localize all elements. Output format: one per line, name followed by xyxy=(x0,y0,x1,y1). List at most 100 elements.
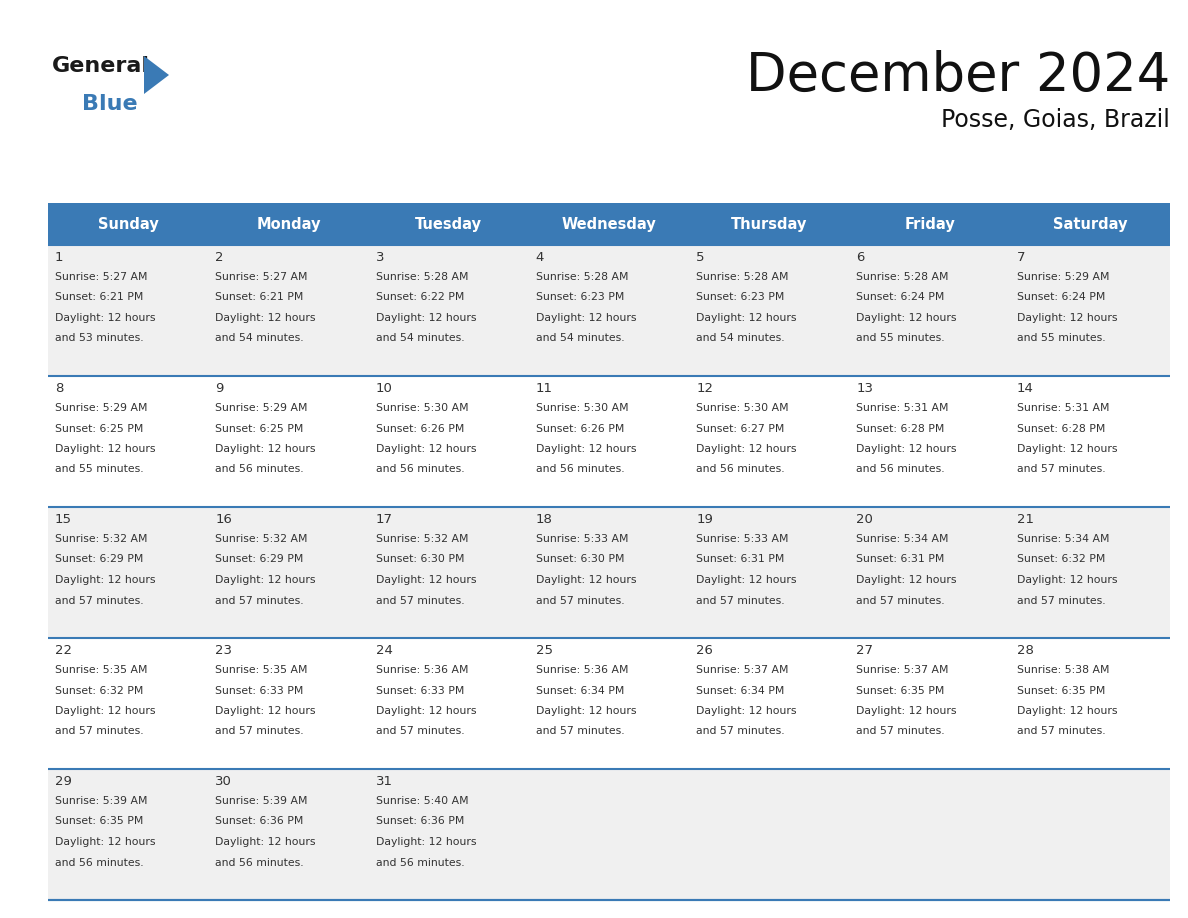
Text: 11: 11 xyxy=(536,382,552,395)
Bar xyxy=(689,507,849,638)
Text: Tuesday: Tuesday xyxy=(416,217,482,231)
Bar xyxy=(208,769,368,900)
Text: Sunrise: 5:35 AM: Sunrise: 5:35 AM xyxy=(55,665,147,675)
Text: Sunrise: 5:39 AM: Sunrise: 5:39 AM xyxy=(55,796,147,806)
Bar xyxy=(689,203,849,245)
Bar xyxy=(689,638,849,769)
Text: Sunrise: 5:32 AM: Sunrise: 5:32 AM xyxy=(375,534,468,544)
Text: Sunset: 6:31 PM: Sunset: 6:31 PM xyxy=(696,554,784,565)
Bar xyxy=(529,507,689,638)
Text: Sunrise: 5:29 AM: Sunrise: 5:29 AM xyxy=(1017,272,1110,282)
Text: and 56 minutes.: and 56 minutes. xyxy=(375,465,465,475)
Text: and 57 minutes.: and 57 minutes. xyxy=(55,726,144,736)
Bar xyxy=(368,507,529,638)
Text: Sunrise: 5:28 AM: Sunrise: 5:28 AM xyxy=(536,272,628,282)
Text: Sunrise: 5:40 AM: Sunrise: 5:40 AM xyxy=(375,796,468,806)
Text: Daylight: 12 hours: Daylight: 12 hours xyxy=(696,313,797,323)
Text: and 56 minutes.: and 56 minutes. xyxy=(215,857,304,868)
Text: Sunrise: 5:30 AM: Sunrise: 5:30 AM xyxy=(375,403,468,413)
Text: Daylight: 12 hours: Daylight: 12 hours xyxy=(536,575,637,585)
Bar xyxy=(849,638,1010,769)
Bar xyxy=(208,203,368,245)
Bar xyxy=(208,376,368,507)
Text: Sunrise: 5:29 AM: Sunrise: 5:29 AM xyxy=(215,403,308,413)
Text: 8: 8 xyxy=(55,382,63,395)
Bar xyxy=(208,507,368,638)
Text: 3: 3 xyxy=(375,251,384,264)
Bar xyxy=(529,638,689,769)
Text: and 57 minutes.: and 57 minutes. xyxy=(1017,596,1105,606)
Bar xyxy=(529,203,689,245)
Text: Sunset: 6:35 PM: Sunset: 6:35 PM xyxy=(1017,686,1105,696)
Text: 25: 25 xyxy=(536,644,552,657)
Text: Daylight: 12 hours: Daylight: 12 hours xyxy=(55,313,156,323)
Text: and 56 minutes.: and 56 minutes. xyxy=(55,857,144,868)
Text: Sunrise: 5:30 AM: Sunrise: 5:30 AM xyxy=(536,403,628,413)
Text: 12: 12 xyxy=(696,382,713,395)
Text: Sunrise: 5:35 AM: Sunrise: 5:35 AM xyxy=(215,665,308,675)
Text: Sunrise: 5:32 AM: Sunrise: 5:32 AM xyxy=(55,534,147,544)
Text: and 57 minutes.: and 57 minutes. xyxy=(1017,726,1105,736)
Text: and 57 minutes.: and 57 minutes. xyxy=(55,596,144,606)
Text: and 57 minutes.: and 57 minutes. xyxy=(536,596,625,606)
Bar xyxy=(368,638,529,769)
Text: Sunday: Sunday xyxy=(97,217,158,231)
Text: Sunset: 6:33 PM: Sunset: 6:33 PM xyxy=(375,686,465,696)
Text: Friday: Friday xyxy=(904,217,955,231)
Bar xyxy=(689,769,849,900)
Text: Daylight: 12 hours: Daylight: 12 hours xyxy=(375,313,476,323)
Text: 22: 22 xyxy=(55,644,72,657)
Text: Sunrise: 5:36 AM: Sunrise: 5:36 AM xyxy=(536,665,628,675)
Text: and 57 minutes.: and 57 minutes. xyxy=(857,596,944,606)
Bar xyxy=(1010,245,1170,376)
Text: Sunset: 6:21 PM: Sunset: 6:21 PM xyxy=(215,293,304,303)
Text: Sunset: 6:27 PM: Sunset: 6:27 PM xyxy=(696,423,784,433)
Text: Daylight: 12 hours: Daylight: 12 hours xyxy=(55,706,156,716)
Text: Sunset: 6:29 PM: Sunset: 6:29 PM xyxy=(215,554,304,565)
Text: 4: 4 xyxy=(536,251,544,264)
Text: Sunset: 6:26 PM: Sunset: 6:26 PM xyxy=(375,423,465,433)
Text: and 57 minutes.: and 57 minutes. xyxy=(375,596,465,606)
Text: Daylight: 12 hours: Daylight: 12 hours xyxy=(375,575,476,585)
Text: and 57 minutes.: and 57 minutes. xyxy=(696,726,785,736)
Text: 31: 31 xyxy=(375,775,392,788)
Text: Daylight: 12 hours: Daylight: 12 hours xyxy=(375,444,476,454)
Text: Daylight: 12 hours: Daylight: 12 hours xyxy=(215,575,316,585)
Bar xyxy=(1010,376,1170,507)
Text: Daylight: 12 hours: Daylight: 12 hours xyxy=(857,444,956,454)
Text: 24: 24 xyxy=(375,644,392,657)
Text: and 53 minutes.: and 53 minutes. xyxy=(55,333,144,343)
Text: Sunset: 6:36 PM: Sunset: 6:36 PM xyxy=(215,816,304,826)
Text: 27: 27 xyxy=(857,644,873,657)
Text: 23: 23 xyxy=(215,644,233,657)
Bar xyxy=(368,376,529,507)
Bar xyxy=(368,203,529,245)
Text: Daylight: 12 hours: Daylight: 12 hours xyxy=(375,706,476,716)
Text: and 54 minutes.: and 54 minutes. xyxy=(696,333,785,343)
Text: 1: 1 xyxy=(55,251,63,264)
Text: Daylight: 12 hours: Daylight: 12 hours xyxy=(215,313,316,323)
Bar xyxy=(529,245,689,376)
Text: and 55 minutes.: and 55 minutes. xyxy=(55,465,144,475)
Text: Daylight: 12 hours: Daylight: 12 hours xyxy=(55,444,156,454)
Text: 19: 19 xyxy=(696,513,713,526)
Text: Daylight: 12 hours: Daylight: 12 hours xyxy=(215,444,316,454)
Text: 5: 5 xyxy=(696,251,704,264)
Text: and 57 minutes.: and 57 minutes. xyxy=(375,726,465,736)
Text: 18: 18 xyxy=(536,513,552,526)
Text: Sunset: 6:21 PM: Sunset: 6:21 PM xyxy=(55,293,144,303)
Text: 29: 29 xyxy=(55,775,72,788)
Text: 14: 14 xyxy=(1017,382,1034,395)
Text: Sunset: 6:22 PM: Sunset: 6:22 PM xyxy=(375,293,465,303)
Text: Sunrise: 5:38 AM: Sunrise: 5:38 AM xyxy=(1017,665,1110,675)
Text: Daylight: 12 hours: Daylight: 12 hours xyxy=(857,575,956,585)
Text: Daylight: 12 hours: Daylight: 12 hours xyxy=(375,837,476,847)
Text: Sunset: 6:28 PM: Sunset: 6:28 PM xyxy=(857,423,944,433)
Bar xyxy=(1010,638,1170,769)
Text: Sunrise: 5:28 AM: Sunrise: 5:28 AM xyxy=(696,272,789,282)
Bar xyxy=(48,376,208,507)
Bar xyxy=(48,203,208,245)
Bar xyxy=(208,245,368,376)
Bar xyxy=(849,203,1010,245)
Bar xyxy=(529,376,689,507)
